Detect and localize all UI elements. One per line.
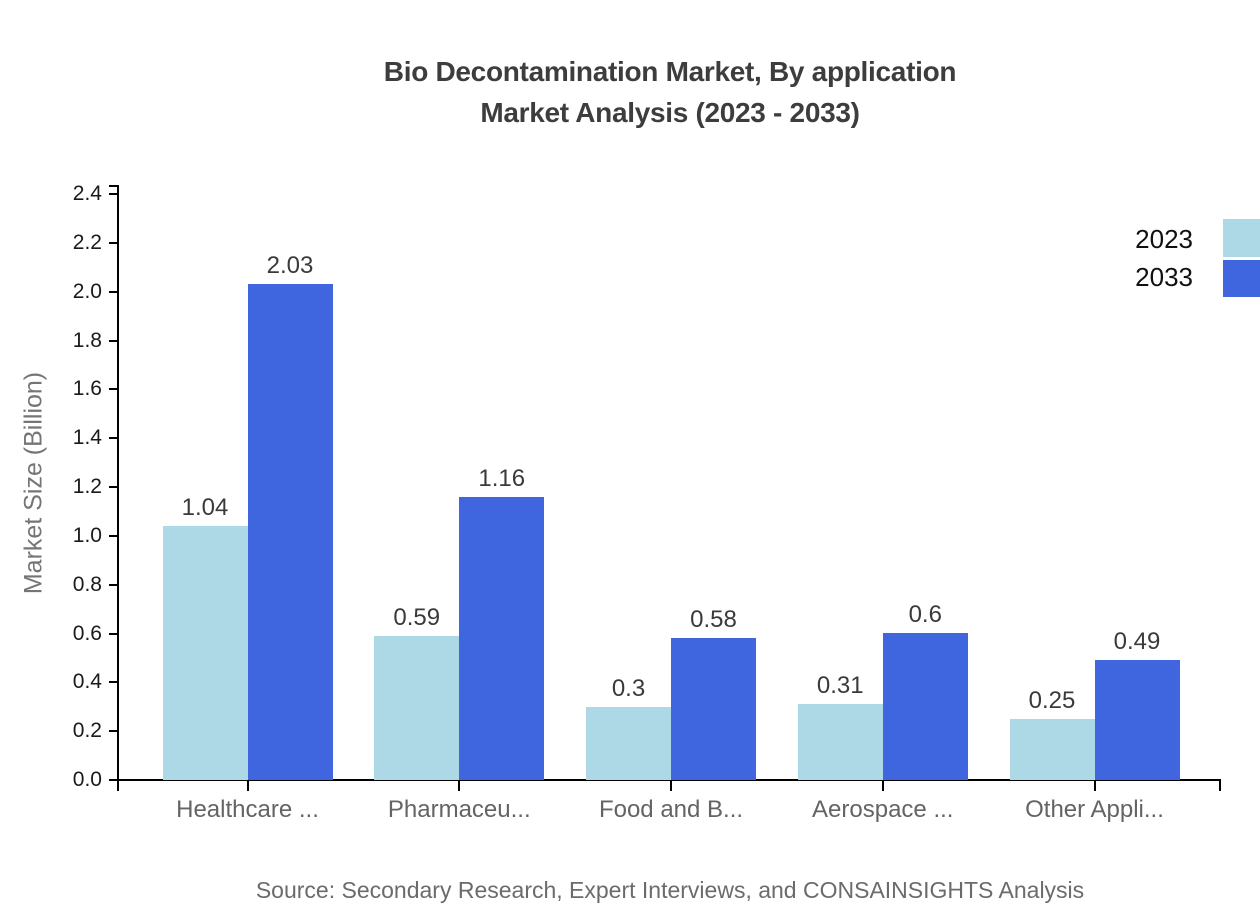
bar-2033-4 (1094, 660, 1180, 780)
y-tick-label: 1.6 (72, 377, 102, 401)
bar-value-label: 0.31 (816, 672, 864, 699)
category-label: Healthcare ... (176, 796, 319, 823)
bar-2023-2 (586, 707, 671, 780)
source-note: Source: Secondary Research, Expert Inter… (255, 877, 1085, 903)
x-tick (881, 781, 884, 791)
y-tick (109, 632, 119, 635)
bar-2023-4 (1009, 719, 1095, 780)
bar-2023-1 (374, 636, 460, 780)
y-tick (109, 388, 119, 391)
chart-title-line2: Market Analysis (2023 - 2033) (480, 97, 860, 128)
legend-swatch-2023 (1223, 219, 1260, 257)
y-tick (109, 486, 119, 488)
x-axis-end-cap (1219, 779, 1221, 791)
bar-2033-2 (671, 638, 756, 780)
y-axis-top-cap (109, 185, 119, 187)
bar-value-label: 0.49 (1113, 628, 1161, 655)
chart-title: Bio Decontamination Market, By applicati… (118, 51, 1222, 133)
legend-label-2033: 2033 (1135, 262, 1193, 292)
y-axis-line (117, 186, 119, 781)
bar-value-label: 0.3 (611, 675, 646, 702)
y-tick-label: 2.4 (72, 182, 102, 205)
y-tick-label: 0.2 (72, 719, 102, 743)
x-axis-line (117, 779, 1221, 781)
bar-2033-3 (882, 633, 968, 780)
y-tick-label: 1.4 (72, 426, 102, 450)
y-tick-label: 0.0 (72, 768, 102, 791)
y-tick-label: 1.0 (72, 523, 102, 547)
bar-value-label: 1.16 (478, 465, 526, 492)
y-tick (109, 534, 119, 537)
y-tick-label: 2.0 (72, 279, 102, 303)
y-tick-label: 2.2 (72, 230, 102, 254)
y-tick (109, 241, 119, 244)
y-tick-label: 1.2 (72, 475, 102, 498)
bar-value-label: 0.58 (690, 606, 737, 633)
bar-value-label: 0.6 (908, 601, 942, 628)
bar-2023-3 (797, 704, 883, 780)
bar-value-label: 2.03 (266, 252, 314, 279)
bar-value-label: 0.25 (1028, 687, 1076, 714)
y-tick (109, 681, 119, 684)
bar-value-label: 1.04 (181, 494, 229, 521)
bar-value-label: 0.59 (393, 604, 441, 631)
y-tick-label: 0.6 (72, 621, 102, 645)
y-tick (109, 290, 119, 293)
y-tick (109, 193, 119, 195)
y-tick-label: 0.8 (72, 572, 102, 596)
category-label: Pharmaceu... (387, 796, 531, 823)
y-tick-label: 1.8 (72, 328, 102, 352)
y-tick-label: 0.4 (72, 670, 102, 694)
x-tick (670, 781, 672, 791)
y-tick (109, 730, 119, 733)
y-tick (109, 437, 119, 440)
category-label: Aerospace ... (812, 796, 954, 823)
x-tick (117, 781, 119, 791)
y-tick (109, 339, 119, 342)
legend-swatch-2033 (1223, 260, 1260, 297)
category-label: Food and B... (598, 796, 744, 823)
category-label: Other Appli... (1025, 796, 1164, 823)
legend-label-2023: 2023 (1135, 224, 1193, 254)
chart-title-line1: Bio Decontamination Market, By applicati… (383, 56, 957, 87)
bar-2023-0 (162, 526, 248, 780)
y-tick (109, 583, 119, 586)
x-tick (1093, 781, 1096, 791)
bar-2033-1 (459, 497, 545, 780)
bar-2033-0 (247, 284, 333, 780)
x-tick (458, 781, 461, 791)
y-tick (109, 779, 119, 781)
x-tick (246, 781, 249, 791)
